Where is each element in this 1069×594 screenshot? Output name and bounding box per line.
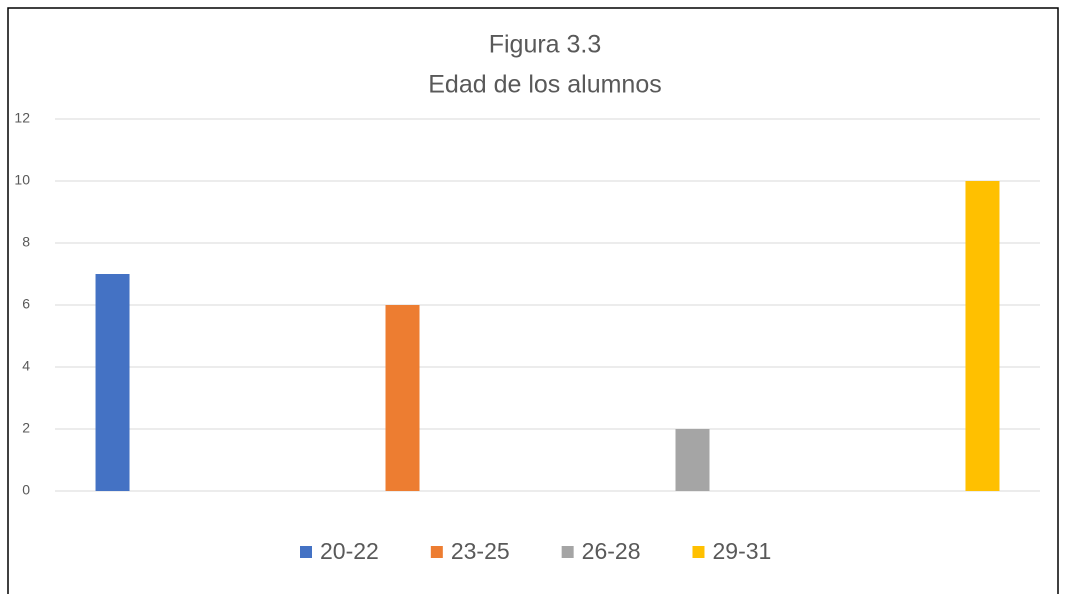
chart-title: Figura 3.3 [489,31,602,59]
legend-label: 23-25 [451,538,510,564]
y-tick-label: 4 [22,358,30,374]
legend-swatch [561,546,574,558]
legend-swatch [430,546,443,558]
legend-label: 20-22 [320,538,379,564]
bar [965,181,1000,491]
chart-subtitle: Edad de los alumnos [428,71,661,99]
legend-label: 29-31 [712,538,771,564]
y-tick-label: 0 [22,482,30,498]
chart-border [7,7,1059,594]
bar [675,429,710,491]
legend-swatch [692,546,705,558]
bar [95,274,130,491]
y-tick-label: 6 [22,296,30,312]
y-tick-label: 10 [14,172,30,188]
y-tick-label: 2 [22,420,30,436]
y-tick-label: 8 [22,234,30,250]
legend-label: 26-28 [582,538,641,564]
bar [385,305,420,491]
y-tick-label: 12 [14,110,30,126]
legend-swatch [300,546,312,558]
